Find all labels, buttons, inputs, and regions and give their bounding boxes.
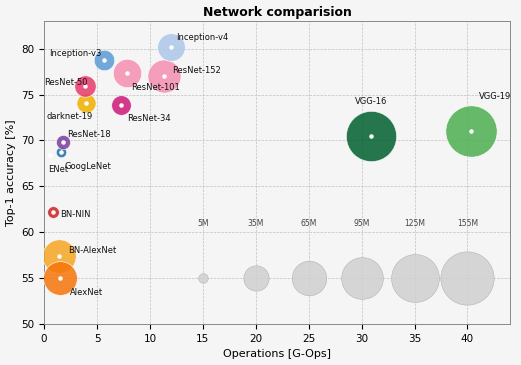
Point: [252, 275, 260, 281]
Y-axis label: Top-1 accuracy [%]: Top-1 accuracy [%]: [6, 119, 16, 226]
Text: ENet: ENet: [48, 165, 68, 174]
Point: [46, 152, 55, 158]
Point: [463, 275, 472, 281]
Text: Inception-v4: Inception-v4: [177, 33, 229, 42]
Text: Inception-v3: Inception-v3: [49, 49, 102, 58]
Point: [100, 57, 108, 63]
Point: [56, 275, 64, 281]
Point: [199, 275, 207, 281]
Point: [57, 150, 65, 155]
X-axis label: Operations [G-Ops]: Operations [G-Ops]: [223, 349, 331, 360]
Point: [81, 83, 90, 89]
Point: [48, 209, 57, 215]
Text: BN-NIN: BN-NIN: [60, 210, 91, 219]
Text: GoogLeNet: GoogLeNet: [64, 162, 111, 171]
Point: [367, 133, 375, 139]
Point: [82, 100, 91, 106]
Point: [117, 102, 126, 108]
Text: 65M: 65M: [301, 219, 317, 228]
Point: [367, 133, 375, 139]
Point: [57, 150, 65, 155]
Point: [357, 275, 366, 281]
Point: [82, 100, 91, 106]
Text: ResNet-18: ResNet-18: [67, 130, 111, 139]
Point: [466, 128, 475, 134]
Point: [48, 209, 57, 215]
Point: [159, 73, 168, 79]
Text: 125M: 125M: [404, 219, 425, 228]
Text: VGG-16: VGG-16: [355, 96, 388, 105]
Point: [59, 139, 67, 145]
Text: ResNet-34: ResNet-34: [127, 114, 170, 123]
Point: [100, 57, 108, 63]
Text: VGG-19: VGG-19: [479, 92, 511, 101]
Text: 35M: 35M: [247, 219, 264, 228]
Point: [117, 102, 126, 108]
Point: [305, 275, 313, 281]
Text: BN-AlexNet: BN-AlexNet: [68, 246, 117, 255]
Text: ResNet-152: ResNet-152: [172, 66, 221, 75]
Text: darknet-19: darknet-19: [46, 112, 92, 121]
Title: Network comparision: Network comparision: [203, 5, 351, 19]
Text: ResNet-50: ResNet-50: [44, 78, 88, 87]
Text: AlexNet: AlexNet: [69, 288, 103, 296]
Point: [56, 275, 64, 281]
Point: [81, 83, 90, 89]
Point: [167, 44, 175, 50]
Point: [122, 70, 131, 76]
Point: [55, 253, 63, 259]
Point: [59, 139, 67, 145]
Point: [466, 128, 475, 134]
Point: [167, 44, 175, 50]
Text: 155M: 155M: [457, 219, 478, 228]
Text: ResNet-101: ResNet-101: [131, 83, 180, 92]
Text: 5M: 5M: [197, 219, 208, 228]
Point: [46, 152, 55, 158]
Text: 95M: 95M: [353, 219, 370, 228]
Point: [55, 253, 63, 259]
Point: [159, 73, 168, 79]
Point: [122, 70, 131, 76]
Point: [411, 275, 419, 281]
